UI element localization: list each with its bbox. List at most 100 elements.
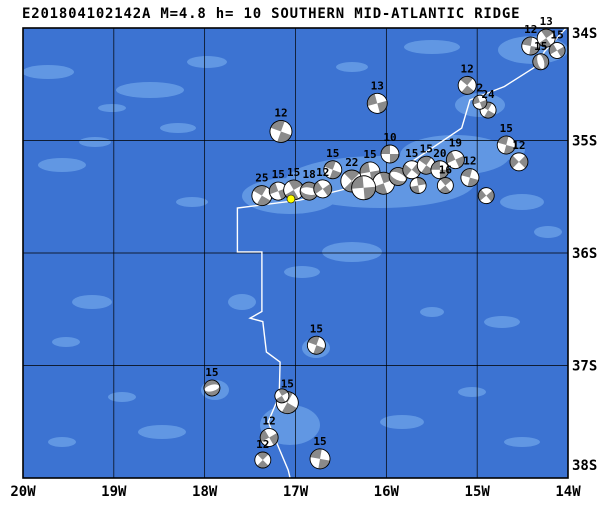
depth-label: 15 — [363, 148, 376, 161]
beachball-quadrant — [478, 189, 487, 201]
focal-mechanism — [351, 175, 377, 201]
focal-mechanism — [536, 28, 556, 48]
depth-label: 22 — [345, 156, 358, 169]
beachball-quadrant — [440, 177, 452, 186]
beachball-quadrant — [509, 155, 519, 169]
beachball-outline — [254, 451, 272, 469]
depth-label: 20 — [433, 147, 446, 160]
depth-label: 15 — [310, 322, 323, 335]
depth-label: 2 — [477, 81, 484, 94]
x-axis-label: 15W — [465, 484, 491, 500]
focal-mechanism — [309, 448, 331, 470]
focal-mechanism-layer — [203, 28, 566, 470]
bathymetry-patch — [187, 56, 227, 68]
focal-mechanism-ball — [430, 160, 450, 180]
focal-mechanism — [548, 42, 566, 59]
depth-label: 15 — [500, 122, 513, 135]
beachball-quadrant — [439, 185, 451, 194]
focal-mechanism — [323, 160, 343, 180]
beachball-outline — [477, 187, 495, 205]
depth-label: 12 — [316, 166, 329, 179]
depth-label: 16 — [439, 164, 453, 177]
bathymetry-patch — [484, 316, 520, 328]
focal-mechanism-ball — [313, 179, 333, 199]
depth-label: 15 — [287, 166, 300, 179]
beachball-white-band — [390, 171, 406, 182]
beachball-outline — [457, 75, 477, 95]
beachball-quadrant — [363, 186, 376, 200]
depth-label: 12 — [524, 23, 537, 36]
map-frame — [22, 27, 569, 479]
focal-mechanism-ball — [351, 175, 377, 201]
beachball-outline — [380, 144, 400, 164]
beachball-outline — [366, 92, 388, 114]
depth-label: 13 — [371, 79, 384, 92]
beachball-quadrant — [460, 76, 473, 86]
beachball-outline — [430, 160, 450, 180]
beachball-quadrant — [313, 181, 323, 195]
focal-mechanism-ball — [309, 448, 331, 470]
beachball-quadrant — [461, 85, 475, 95]
beachball-outline — [269, 120, 293, 143]
depth-label: 13 — [540, 15, 553, 28]
bathymetry-patch — [176, 197, 208, 207]
beachball-outline — [203, 379, 221, 397]
focal-mechanism-ball — [436, 177, 454, 194]
beachball-quadrant — [344, 170, 360, 181]
beachball-quadrant — [278, 388, 288, 396]
focal-mechanism-ball — [509, 152, 529, 172]
beachball-outline — [548, 42, 566, 59]
bathymetry-patch — [404, 40, 460, 54]
bathymetry-patch — [534, 226, 562, 238]
depth-label: 12 — [274, 107, 287, 120]
beachball-outline — [409, 177, 427, 194]
bathymetry-patch — [116, 82, 184, 98]
depth-label: 15 — [405, 147, 418, 160]
beachball-white-band — [204, 384, 220, 392]
depth-label: 24 — [481, 88, 495, 101]
beachball-quadrant — [288, 180, 303, 190]
bathymetry-patch — [38, 158, 86, 172]
beachball-white-band — [537, 54, 545, 69]
beachball-outline — [532, 53, 550, 71]
beachball-quadrant — [318, 458, 330, 469]
beachball-quadrant — [253, 185, 267, 196]
beachball-outline — [274, 388, 290, 404]
beachball-quadrant — [402, 163, 412, 177]
depth-label: 10 — [383, 131, 396, 144]
bathymetry-patch — [98, 104, 126, 112]
bathymetry-patch — [228, 294, 256, 310]
focal-mechanism — [472, 94, 488, 110]
beachball-outline — [436, 177, 454, 194]
focal-mechanism — [269, 120, 293, 143]
bathymetry-patch — [79, 137, 111, 147]
beachball-quadrant — [416, 177, 427, 186]
beachball-outline — [251, 185, 273, 207]
beachball-quadrant — [446, 151, 456, 164]
depth-label: 15 — [534, 40, 547, 53]
beachball-quadrant — [410, 185, 420, 194]
y-axis-label: 34S — [572, 26, 597, 42]
beachball-quadrant — [418, 156, 432, 166]
x-axis-label: 20W — [10, 484, 36, 500]
beachball-quadrant — [518, 155, 528, 169]
focal-mechanism-ball — [472, 94, 488, 110]
beachball-quadrant — [360, 162, 370, 174]
beachball-quadrant — [430, 160, 440, 170]
focal-mechanism-ball — [521, 36, 541, 56]
beachball-quadrant — [380, 145, 390, 154]
focal-mechanism-ball — [496, 135, 516, 155]
depth-label: 15 — [272, 168, 285, 181]
focal-mechanism-ball — [306, 335, 326, 355]
focal-mechanism — [436, 177, 454, 194]
focal-mechanism-ball — [203, 379, 221, 397]
x-axis-label: 19W — [101, 484, 127, 500]
beachball-outline — [460, 168, 480, 188]
bathymetry-patch — [23, 65, 74, 79]
focal-mechanism — [313, 179, 333, 199]
depth-label: 12 — [263, 415, 276, 428]
highlighted-event-marker — [286, 194, 296, 204]
beachball-quadrant — [257, 460, 269, 468]
depth-label: 15 — [420, 142, 433, 155]
